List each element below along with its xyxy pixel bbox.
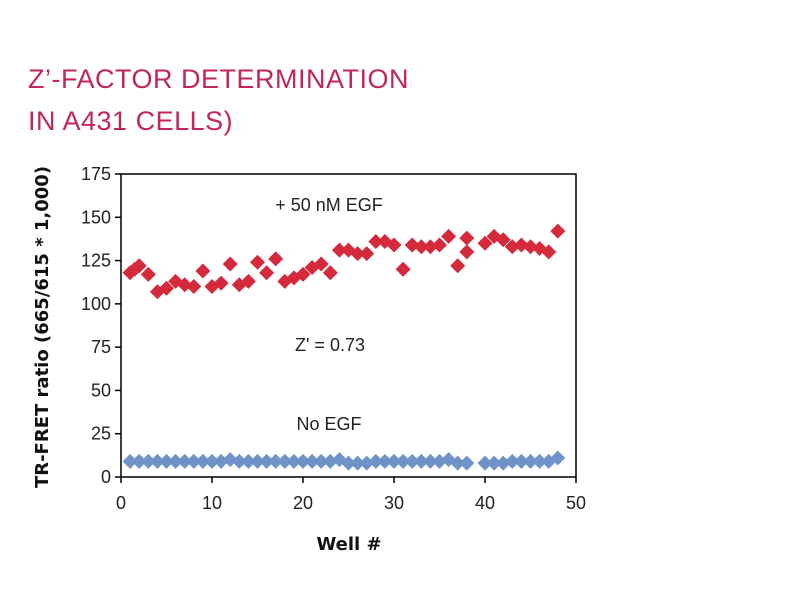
y-tick-label: 100 [81,294,111,314]
data-point [186,279,202,295]
x-tick-label: 30 [384,493,404,513]
data-point [350,455,366,471]
y-tick-label: 75 [91,337,111,357]
y-axis-label: TR-FRET ratio (665/615 * 1,000) [32,166,53,488]
data-point [477,235,493,251]
zprime-annotation: Z' = 0.73 [295,335,365,355]
data-point [368,453,384,469]
data-point [295,266,311,282]
x-tick-label: 50 [566,493,586,513]
data-point [231,453,247,469]
data-point [413,453,429,469]
y-tick-label: 50 [91,380,111,400]
data-point [459,230,475,246]
data-point [195,453,211,469]
data-point [213,275,229,291]
y-tick-label: 175 [81,164,111,184]
data-point [331,242,347,258]
data-point [377,453,393,469]
data-point [432,237,447,253]
data-point [127,261,143,277]
data-point [240,453,256,469]
data-point [368,234,384,250]
data-point [122,453,138,469]
data-point [513,453,529,469]
data-point [250,254,265,270]
data-point [195,263,211,279]
y-tick-label: 0 [101,467,111,487]
data-point [204,453,220,469]
data-point [459,244,475,260]
data-point [532,453,548,469]
data-point [550,450,566,466]
x-tick-label: 10 [202,493,222,513]
data-point [277,453,293,469]
data-point [268,453,284,469]
no-egf-series [122,450,566,471]
data-point [240,273,256,289]
data-point [268,251,284,267]
y-tick-label: 150 [81,207,111,227]
data-point [523,453,538,469]
data-point [341,455,356,471]
data-point [313,453,329,469]
data-point [259,453,275,469]
y-tick-label: 25 [91,424,111,444]
data-point [168,453,184,469]
data-point [286,453,302,469]
chart-title-line-1: Z’-FACTOR DETERMINATION [28,64,409,94]
data-point [322,265,338,281]
axis-ticks: 0 25 50 75 100 125 150 175 0 10 20 30 40 50 [81,164,586,513]
plot-frame [120,173,577,478]
chart-title-line-2: IN A431 CELLS) [28,106,234,136]
data-point [386,453,402,469]
data-point [395,453,411,469]
data-point [450,455,466,471]
data-point [177,453,193,469]
data-point [350,246,366,262]
data-point [222,256,238,272]
egf-series [122,223,566,300]
plot-border [120,173,577,478]
data-point [459,455,475,471]
data-point [304,453,320,469]
data-point [504,453,520,469]
data-point [140,266,156,282]
data-point [259,265,275,281]
data-point [541,244,557,260]
no-egf-series-label: No EGF [296,414,361,434]
data-point [450,258,466,274]
x-axis-label: Well # [316,534,381,555]
data-point [159,453,174,469]
data-point [159,280,174,296]
data-point [186,453,202,469]
egf-series-label: + 50 nM EGF [275,195,383,215]
data-point [250,453,265,469]
data-point [359,246,375,262]
data-points [122,223,566,471]
x-tick-label: 40 [475,493,495,513]
x-tick-label: 0 [116,493,126,513]
data-point [422,453,438,469]
data-point [486,455,502,471]
data-point [477,455,493,471]
data-point [140,453,156,469]
y-tick-label: 125 [81,251,111,271]
data-point [441,228,457,244]
data-point [131,453,147,469]
data-point [386,237,402,253]
data-point [550,223,566,239]
data-point [404,453,420,469]
data-point [395,261,411,277]
data-point [149,453,165,469]
x-tick-label: 20 [293,493,313,513]
data-point [295,453,311,469]
data-point [413,239,429,255]
data-point [313,256,329,272]
data-point [495,232,511,248]
